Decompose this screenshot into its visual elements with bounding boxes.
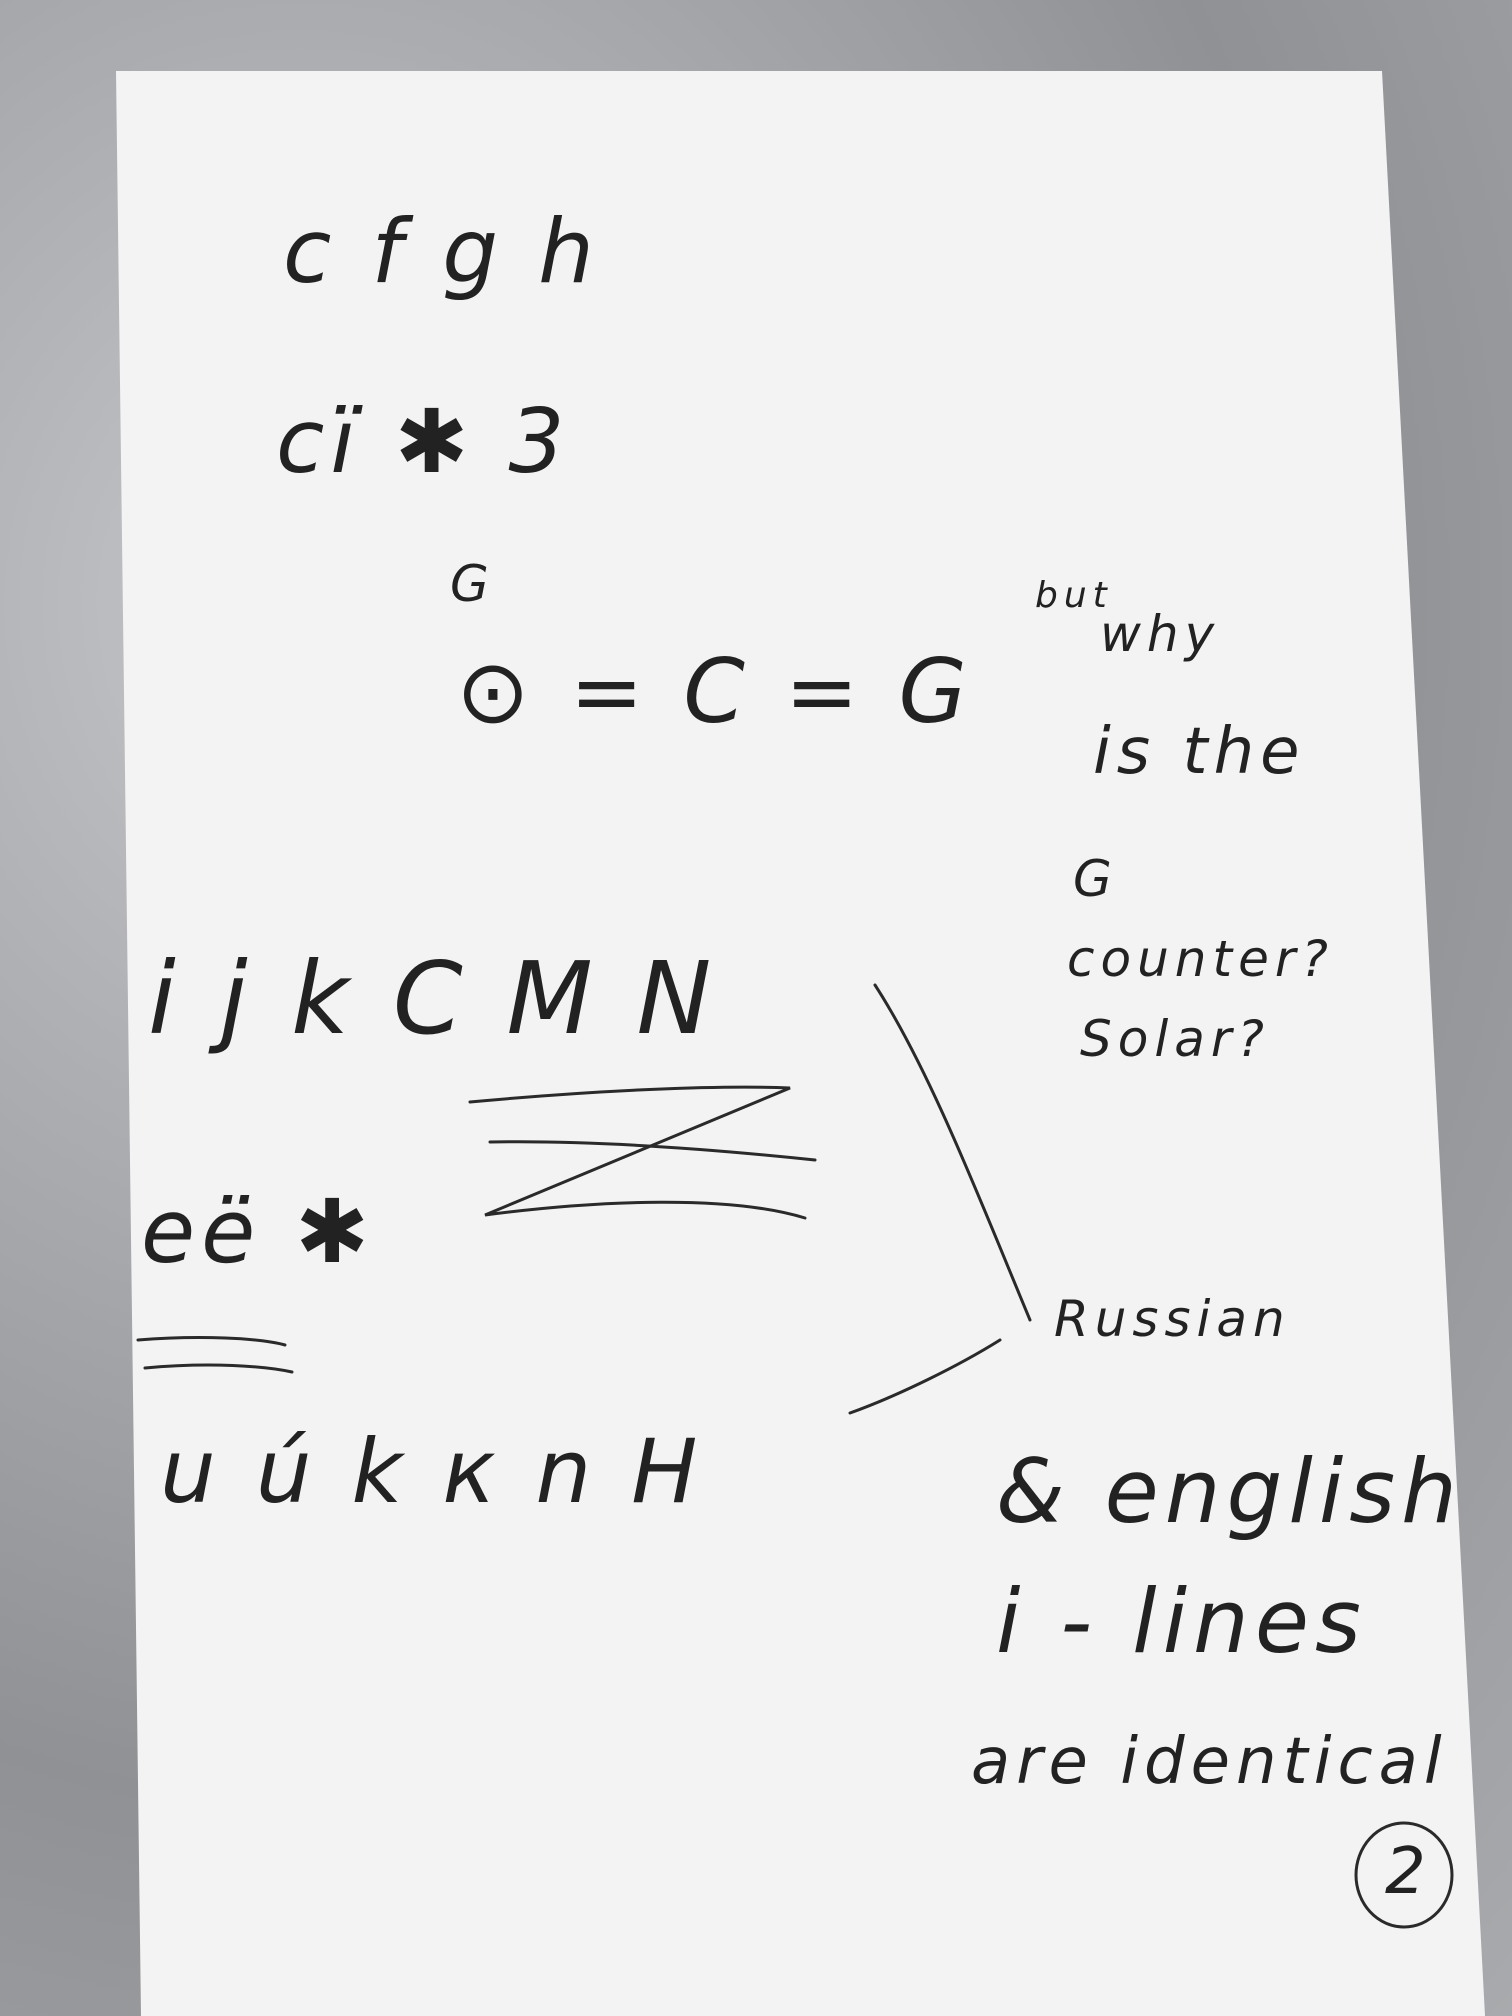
- underline: [136, 1336, 294, 1374]
- handwriting: but: [1035, 575, 1113, 616]
- handwriting: i - lines: [996, 1570, 1367, 1673]
- page-number: 2: [1385, 1835, 1426, 1909]
- handwriting: u ú k к n H: [160, 1420, 704, 1523]
- connector: [848, 1338, 1002, 1415]
- handwriting: counter?: [1067, 930, 1334, 988]
- strike-line: [488, 1140, 817, 1162]
- handwriting: is the: [1093, 715, 1306, 789]
- paper-sheet: [116, 71, 1485, 2016]
- handwriting: G: [1073, 850, 1118, 908]
- handwriting: i j k C M N: [148, 940, 718, 1057]
- handwriting: & english: [996, 1440, 1463, 1543]
- handwriting: are identical: [971, 1725, 1448, 1799]
- handwriting: ⊙ = C = G: [456, 640, 973, 743]
- connector: [873, 983, 1032, 1322]
- page-number-circle: [1354, 1821, 1454, 1929]
- handwriting: eë ✱: [141, 1180, 375, 1283]
- handwriting: Solar?: [1080, 1010, 1270, 1068]
- handwriting: G: [450, 555, 495, 613]
- handwriting: why: [1100, 605, 1221, 663]
- handwriting: Russian: [1054, 1290, 1291, 1348]
- handwriting: cï ✱ 3: [276, 390, 571, 493]
- handwriting: c f g h: [283, 200, 600, 303]
- strike-z: [468, 1085, 807, 1220]
